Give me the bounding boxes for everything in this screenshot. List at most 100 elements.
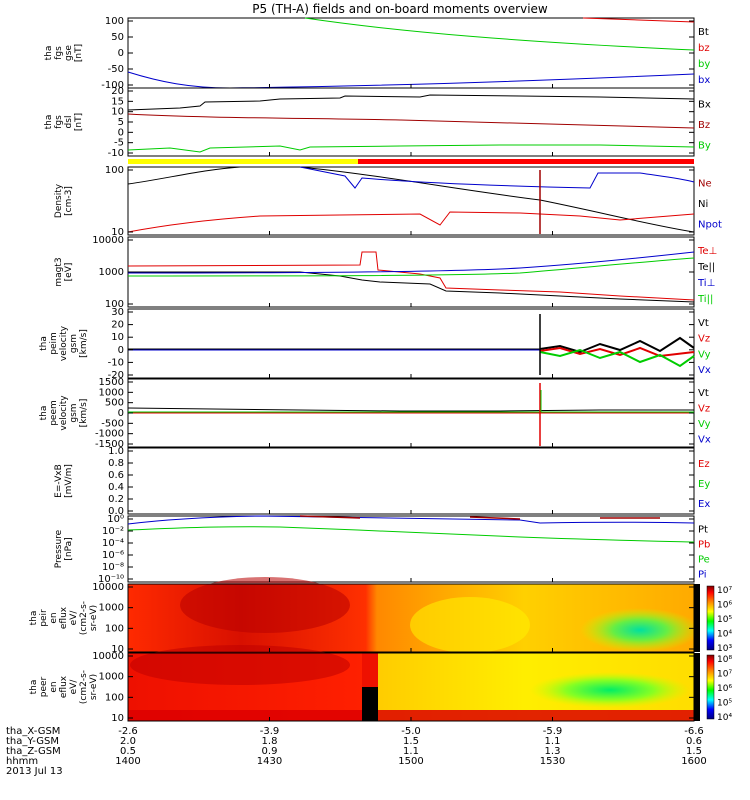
ylabel-fgs-gse: tha (44, 46, 54, 61)
series-Ne-line (127, 211, 695, 233)
ylabel-peim-velocity: peim (49, 332, 59, 355)
ytick-label: 100 (105, 165, 124, 176)
footer-value: -5.0 (401, 726, 421, 737)
ylabel-pressure: [nPa] (64, 537, 74, 560)
ytick-label: -5 (114, 138, 124, 149)
legend-entry-density: Npot (698, 220, 722, 231)
colorbar-tick-label: 10⁵ (717, 699, 732, 709)
ytick-label: 10 (111, 227, 124, 238)
legend-entry-peem-velocity: Vy (698, 419, 711, 430)
colorbar-tick-label: 10⁵ (717, 615, 732, 625)
peir-colorbar (706, 585, 715, 651)
panel-peim-velocity (127, 308, 695, 379)
ylabel-peir: peir (39, 609, 49, 627)
ytick-label: 20 (111, 320, 124, 331)
ytick-label: 1.0 (108, 446, 124, 457)
ylabel-temperature: magt3 (54, 257, 64, 286)
peim-noise-red (539, 346, 695, 358)
ylabel-peer: tha (29, 680, 39, 695)
legend-entry-density: Ne (698, 178, 712, 189)
legend-entry-fgs-dsl: Bx (698, 99, 711, 110)
ylabel-peim-velocity: [km/s] (79, 329, 89, 358)
ylabel-peer: sr-eV) (89, 674, 99, 700)
footer-value: 1430 (257, 756, 282, 767)
series-Bz-line (127, 113, 695, 129)
legend-entry-temperature: Ti⊥ (697, 278, 715, 289)
ylabel-peem-velocity: velocity (59, 395, 69, 431)
legend-entry-fgs-gse: bz (698, 43, 710, 54)
ytick-label: 10000 (92, 651, 124, 662)
ylabel-peir: en (49, 612, 59, 623)
panel-fgs-dsl (127, 87, 695, 157)
legend-entry-fgs-gse: Bt (698, 27, 709, 38)
ylabel-pressure: Pressure (54, 529, 64, 568)
ylabel-peim-velocity: gsm (69, 334, 79, 353)
legend-entry-peim-velocity: Vz (698, 334, 710, 345)
ylabel-peem-velocity: [km/s] (79, 399, 89, 428)
ytick-label: 500 (105, 398, 124, 409)
footer-row-label: tha_X-GSM (6, 726, 60, 737)
series-Pi-line (127, 515, 695, 525)
ylabel-peim-velocity: tha (39, 336, 49, 351)
series-Ti-par-line (127, 257, 695, 277)
ytick-label: 0.2 (108, 494, 124, 505)
legend-entry-pressure: Pe (698, 555, 710, 566)
footer-value: 1530 (540, 756, 565, 767)
ylabel-fgs-dsl: dsl (64, 116, 74, 129)
ytick-label: 0.0 (108, 506, 124, 517)
panel-peir-spectrogram (127, 577, 700, 653)
footer-row-label: hhmm (6, 756, 38, 767)
colorbar-tick-label: 10³ (717, 644, 732, 654)
ytick-label: 10 (111, 713, 124, 724)
footer-value: 1.1 (545, 736, 561, 747)
legend-entry-pressure: Pt (698, 525, 708, 536)
legend-entry-peim-velocity: Vx (698, 365, 711, 376)
legend-entry-temperature: Te⊥ (697, 246, 717, 257)
ylabel-peer: en (49, 681, 59, 692)
ytick-label: 0.6 (108, 470, 124, 481)
ytick-label: 0 (118, 127, 124, 138)
colorbar-tick-label: 10⁶ (717, 684, 732, 694)
legend-entry-peem-velocity: Vz (698, 403, 710, 414)
series-Pb-line (299, 515, 660, 520)
colorbar-tick-label: 10⁴ (717, 713, 732, 723)
legend-entry-pressure: Pb (698, 540, 710, 551)
footer-value: 1.3 (545, 746, 561, 757)
legend-entry-efield: Ey (698, 479, 710, 490)
ytick-label: 10 (111, 332, 124, 343)
panel-fgs-gse (127, 17, 695, 89)
series-Te-par-line (128, 271, 695, 303)
footer-value: 0.5 (120, 746, 136, 757)
ytick-label: 10⁻² (102, 526, 124, 537)
ylabel-fgs-dsl: fgs (54, 115, 64, 129)
series-By-line (127, 144, 695, 153)
ylabel-peer: eflux (59, 675, 69, 698)
ylabel-peer: (cm2-s- (79, 670, 89, 704)
ytick-label: 10000 (92, 235, 124, 246)
mode-bar-yellow (128, 159, 358, 164)
peim-noise-black (539, 336, 695, 354)
ylabel-peir: tha (29, 611, 39, 626)
series-Npot-line (299, 166, 695, 189)
ylabel-peir: eV/ (69, 610, 79, 626)
plot-title: P5 (TH-A) fields and on-board moments ov… (252, 2, 548, 16)
ytick-label: 5 (118, 117, 124, 128)
legend-entry-efield: Ez (698, 459, 710, 470)
series-bz-line (582, 17, 695, 23)
colorbar-tick-label: 10⁶ (717, 601, 732, 611)
ylabel-peem-velocity: gsm (69, 403, 79, 422)
panel-efield (127, 447, 695, 515)
legend-entry-fgs-dsl: By (698, 141, 711, 152)
legend-entry-fgs-gse: bx (698, 75, 710, 86)
ytick-label: -1500 (95, 439, 124, 450)
footer-value: 1.5 (686, 746, 702, 757)
ytick-label: -50 (108, 64, 124, 75)
ytick-label: 10⁻⁶ (102, 550, 124, 561)
ytick-label: 100 (105, 623, 124, 634)
peer-gap-red (362, 653, 378, 687)
panel-peer-spectrogram (127, 645, 700, 722)
ytick-label: 1000 (99, 672, 124, 683)
ytick-label: 10 (111, 644, 124, 655)
ylabel-efield: [mV/m] (64, 464, 74, 498)
